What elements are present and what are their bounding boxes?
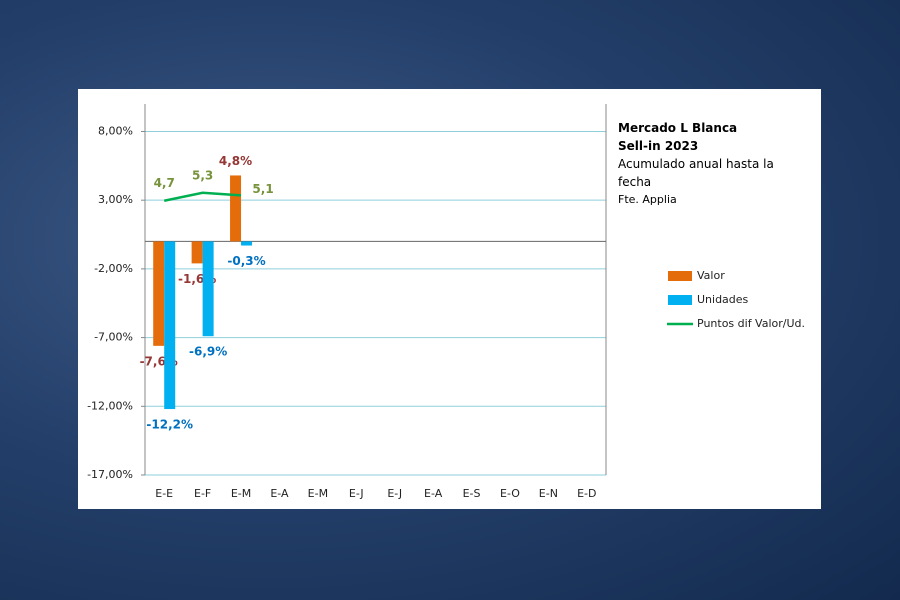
x-tick-label: E-M (231, 487, 251, 500)
y-tick-label: 8,00% (98, 124, 133, 137)
y-tick-label: -7,00% (94, 331, 133, 344)
y-tick-label: -12,00% (87, 399, 133, 412)
data-label: 5,3 (192, 168, 213, 182)
x-tick-label: E-M (308, 487, 328, 500)
x-tick-label: E-J (387, 487, 402, 500)
x-tick-label: E-J (349, 487, 364, 500)
chart-title: Mercado L Blanca (618, 121, 738, 135)
bar (230, 175, 242, 242)
data-label: 4,8% (219, 154, 252, 168)
x-tick-label: E-A (270, 487, 289, 500)
y-tick-label: 3,00% (98, 193, 133, 206)
x-tick-label: E-F (194, 487, 211, 500)
legend-swatch (668, 271, 692, 281)
description: Acumulado anual hasta la fecha (618, 157, 774, 189)
x-tick-label: E-N (539, 487, 558, 500)
x-tick-label: E-A (424, 487, 443, 500)
info-block: Mercado L Blanca Sell-in 2023 Acumulado … (618, 119, 788, 209)
legend-swatch (668, 295, 692, 305)
bar (202, 241, 214, 337)
data-label: 4,7 (154, 176, 175, 190)
data-label: -0,3% (227, 254, 265, 268)
bar (153, 241, 165, 346)
legend-label: Puntos dif Valor/Ud. (697, 317, 805, 330)
bar (241, 241, 253, 246)
data-label: -12,2% (146, 418, 193, 432)
source: Fte. Applia (618, 193, 677, 206)
x-tick-label: E-D (577, 487, 596, 500)
x-tick-label: E-O (500, 487, 520, 500)
chart: -17,00% -12,00% -7,00% -2,00% 3,00% 8,00% E-E E… (87, 104, 805, 500)
chart-panel: -17,00% -12,00% -7,00% -2,00% 3,00% 8,00% E-E E… (78, 89, 821, 509)
chart-subtitle: Sell-in 2023 (618, 139, 699, 153)
x-tick-label: E-S (463, 487, 481, 500)
data-label: 5,1 (252, 182, 273, 196)
legend-label: Valor (697, 269, 725, 282)
bar (191, 241, 203, 264)
legend-label: Unidades (697, 293, 749, 306)
bar (164, 241, 176, 410)
data-label: -6,9% (189, 345, 227, 359)
line-series (163, 191, 242, 202)
x-tick-label: E-E (155, 487, 173, 500)
y-tick-label: -2,00% (94, 262, 133, 275)
y-tick-label: -17,00% (87, 468, 133, 481)
